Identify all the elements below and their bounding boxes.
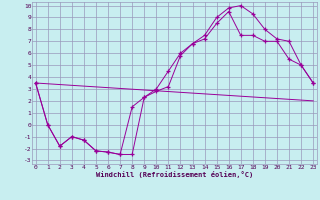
X-axis label: Windchill (Refroidissement éolien,°C): Windchill (Refroidissement éolien,°C) — [96, 171, 253, 178]
